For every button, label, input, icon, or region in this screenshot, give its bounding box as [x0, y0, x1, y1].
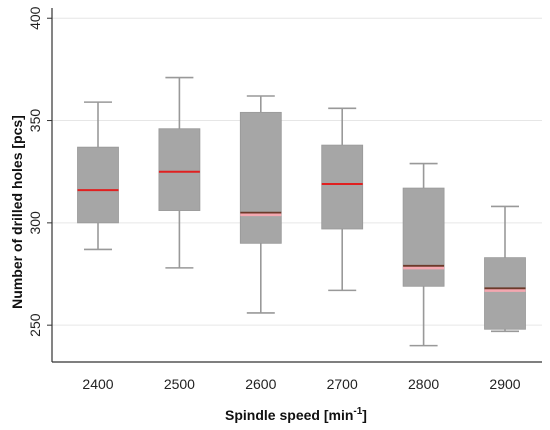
x-axis-title-suffix: ] [362, 407, 367, 423]
iqr-box [321, 144, 364, 230]
x-axis-title-superscript: -1 [353, 406, 362, 417]
box-2800 [402, 162, 445, 347]
box-2600 [239, 95, 282, 314]
axes [51, 8, 542, 363]
tick-labels: 250 300 350 400 2400 2500 2600 2700 2800 2900 [27, 6, 521, 392]
box-2900 [484, 205, 526, 333]
x-tick-label: 2700 [327, 376, 358, 392]
iqr-box [77, 146, 119, 224]
box-2700 [321, 107, 364, 292]
y-tick-label: 300 [27, 211, 43, 235]
x-tick-label: 2800 [408, 376, 439, 392]
y-axis-title: Number of drilled holes [pcs] [9, 115, 25, 309]
iqr-box [484, 257, 526, 330]
box-2500 [158, 76, 201, 269]
x-tick-label: 2900 [489, 376, 520, 392]
iqr-box [402, 187, 445, 287]
x-tick-label: 2500 [164, 376, 195, 392]
x-tick-label: 2400 [82, 376, 113, 392]
iqr-box [239, 111, 282, 244]
x-axis-title-main: Spindle speed [min [225, 407, 353, 423]
x-tick-label: 2600 [245, 376, 276, 392]
y-tick-label: 350 [27, 109, 43, 133]
y-tick-label: 250 [27, 313, 43, 337]
box-series [77, 76, 526, 347]
grid-lines [52, 17, 542, 326]
y-tick-label: 400 [27, 6, 43, 30]
box-2400 [77, 101, 119, 251]
x-axis-title: Spindle speed [min-1] [225, 406, 367, 423]
iqr-box [158, 128, 201, 211]
